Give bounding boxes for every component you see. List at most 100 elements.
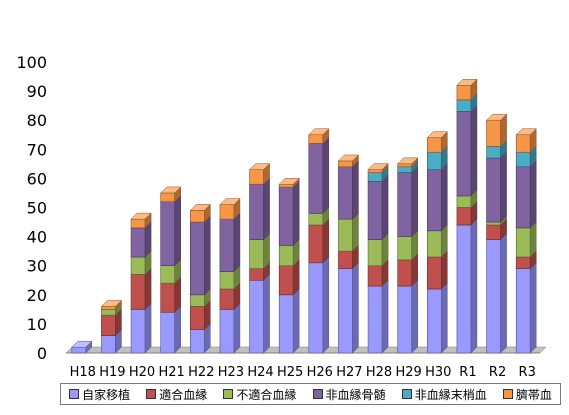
legend-item: 臍帯血 <box>502 386 552 403</box>
bar-segment <box>515 166 531 229</box>
bar-segment <box>427 169 442 232</box>
bar-segment <box>130 227 146 258</box>
bar-segment <box>219 271 235 290</box>
bar-segment <box>278 294 294 354</box>
bar-segment <box>130 218 146 229</box>
bar-segment <box>130 256 146 275</box>
x-tick-label: H25 <box>277 365 303 380</box>
bar-segment <box>130 274 146 310</box>
x-tick-label: H22 <box>188 365 214 380</box>
x-tick-label: H19 <box>99 365 125 380</box>
legend-item: 自家移植 <box>69 386 130 403</box>
bar-segment <box>101 335 116 354</box>
bar-segment <box>367 181 383 240</box>
bar-segment-top <box>426 131 448 138</box>
bar-segment-top <box>367 163 389 170</box>
bar-segment <box>190 210 205 223</box>
bar-segment <box>456 99 472 112</box>
bar-segment <box>456 84 472 101</box>
bar-segment <box>308 213 324 226</box>
bar-segment-side <box>500 151 507 223</box>
bar-segment <box>367 265 383 287</box>
bar-segment <box>160 311 175 354</box>
bar-segment-top <box>308 128 330 135</box>
bar-segment <box>278 186 294 246</box>
bar-segment <box>308 143 324 214</box>
bar-segment <box>308 262 324 354</box>
x-tick-label: H20 <box>129 365 155 380</box>
bar-segment-top <box>160 186 182 194</box>
bar-segment <box>515 227 531 258</box>
y-tick-label: 40 <box>27 228 47 247</box>
bar-segment <box>397 163 412 168</box>
bar-segment-side <box>529 160 537 229</box>
bar-segment <box>486 119 501 147</box>
bar-segment <box>456 224 472 354</box>
bar-segment-side <box>174 195 181 267</box>
x-tick-label: R3 <box>519 365 536 380</box>
bar-segment <box>427 151 442 170</box>
bar-segment-side <box>381 279 389 354</box>
bar-segment-top <box>337 154 360 162</box>
bar-segment <box>338 250 353 269</box>
bar-segment <box>427 137 442 153</box>
bar-segment-side <box>500 232 507 354</box>
bar-segment-side <box>174 305 181 354</box>
legend-swatch <box>312 389 323 399</box>
legend-item: 不適合血縁 <box>223 386 296 403</box>
bar-segment-side <box>470 218 478 354</box>
bar-segment-side <box>411 165 418 238</box>
bar-segment-top <box>485 113 508 121</box>
x-tick-label: H24 <box>247 365 273 380</box>
legend-label: 不適合血縁 <box>236 387 297 402</box>
legend-item: 非血縁骨髄 <box>312 386 386 403</box>
bar-segment <box>249 268 264 281</box>
bar-segment <box>308 224 324 264</box>
legend-swatch <box>223 389 234 399</box>
bar-segment <box>515 268 531 354</box>
y-tick-label: 70 <box>27 140 47 159</box>
bar-segment-side <box>263 273 270 354</box>
bar-segment-top <box>456 79 478 86</box>
bar-segment-side <box>292 180 300 246</box>
legend-label: 臍帯血 <box>515 387 552 402</box>
x-tick-label: H30 <box>425 365 451 380</box>
bar-segment-side <box>204 215 211 296</box>
x-tick-label: H21 <box>159 365 185 380</box>
bar-segment <box>71 346 87 354</box>
bar-segment-side <box>411 279 418 354</box>
bar-segment <box>308 134 324 144</box>
y-tick-label: 30 <box>27 257 47 276</box>
x-tick-label: H18 <box>70 365 96 380</box>
x-tick-label: H26 <box>307 365 333 380</box>
bar-segment-side <box>441 250 448 290</box>
bar-segment <box>486 146 501 159</box>
bar-segment <box>190 294 205 307</box>
bar-segment-side <box>441 282 448 354</box>
bar-segment <box>219 218 235 272</box>
bar-segment <box>338 218 353 252</box>
legend: 自家移植 適合血縁 不適合血縁 非血縁骨髄 非血縁末梢血 臍帯血 <box>60 383 561 405</box>
bar-segment-top <box>278 177 300 185</box>
bar-segment-side <box>233 302 241 354</box>
bar-segment <box>397 236 412 261</box>
bar-segment-side <box>233 212 241 273</box>
bar-segment-side <box>322 256 330 354</box>
bar-segment <box>101 314 116 336</box>
legend-label: 適合血縁 <box>159 387 208 402</box>
legend-swatch <box>502 389 513 399</box>
bar-segment-top <box>219 198 241 205</box>
bar-segment <box>101 309 116 316</box>
bar-segment <box>160 282 175 313</box>
bar-segment-side <box>441 163 448 232</box>
y-tick-label: 20 <box>27 286 47 305</box>
bar-segment <box>456 195 472 208</box>
legend-label: 非血縁骨髄 <box>325 387 386 402</box>
bar-segment-top <box>248 163 271 170</box>
legend-swatch <box>69 389 80 399</box>
bar-segment <box>219 204 235 220</box>
bar-segment <box>397 166 412 173</box>
bar-segment <box>427 256 442 290</box>
bar-segment-top <box>71 340 93 348</box>
